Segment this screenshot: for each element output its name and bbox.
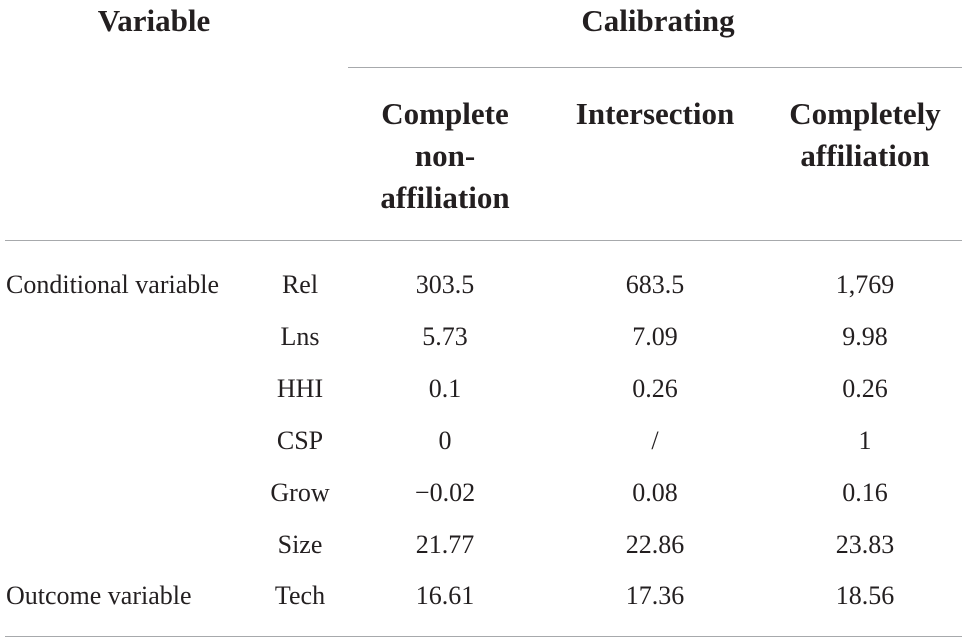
value-intersection: 22.86	[625, 530, 685, 559]
value-completely-affiliation: 0.26	[842, 374, 888, 403]
calibrating-header: Calibrating	[581, 3, 735, 38]
row-group-label: Outcome variable	[6, 581, 192, 610]
column-header-complete-non-affiliation: Complete non- affiliation	[345, 93, 545, 219]
value-completely-affiliation: 1	[858, 426, 872, 455]
value-completely-affiliation: 23.83	[835, 530, 895, 559]
value-completely-affiliation: 18.56	[835, 581, 895, 610]
value-completely-affiliation: 9.98	[842, 322, 888, 351]
row-variable-name: HHI	[276, 374, 324, 403]
value-complete-non-affiliation: 5.73	[422, 322, 468, 351]
row-variable-name: Grow	[270, 478, 330, 507]
column-header-line: non-	[414, 138, 476, 173]
value-intersection: /	[651, 426, 659, 455]
column-header-line: affiliation	[800, 138, 930, 173]
column-header-line: Completely	[789, 96, 941, 131]
variable-header: Variable	[97, 3, 211, 38]
row-variable-name: CSP	[276, 426, 324, 455]
value-complete-non-affiliation: 16.61	[415, 581, 475, 610]
value-complete-non-affiliation: −0.02	[414, 478, 476, 507]
value-intersection: 7.09	[632, 322, 678, 351]
value-complete-non-affiliation: 21.77	[415, 530, 475, 559]
row-variable-name: Lns	[280, 322, 320, 351]
value-complete-non-affiliation: 0	[438, 426, 452, 455]
calibrating-underline	[348, 67, 962, 68]
value-intersection: 0.26	[632, 374, 678, 403]
value-completely-affiliation: 1,769	[835, 270, 895, 299]
column-header-intersection: Intersection	[550, 93, 760, 135]
value-complete-non-affiliation: 0.1	[428, 374, 462, 403]
value-intersection: 17.36	[625, 581, 685, 610]
row-variable-name: Size	[277, 530, 323, 559]
value-completely-affiliation: 0.16	[842, 478, 888, 507]
row-group-label: Conditional variable	[6, 270, 220, 299]
value-intersection: 683.5	[625, 270, 685, 299]
value-intersection: 0.08	[632, 478, 678, 507]
row-variable-name: Tech	[274, 581, 326, 610]
column-header-line: Complete	[381, 96, 509, 131]
column-header-completely-affiliation: Completely affiliation	[765, 93, 965, 177]
column-header-line: affiliation	[380, 180, 510, 215]
row-variable-name: Rel	[281, 270, 319, 299]
bottom-rule	[5, 636, 962, 637]
column-header-line: Intersection	[575, 96, 735, 131]
header-rule	[5, 240, 962, 241]
value-complete-non-affiliation: 303.5	[415, 270, 475, 299]
